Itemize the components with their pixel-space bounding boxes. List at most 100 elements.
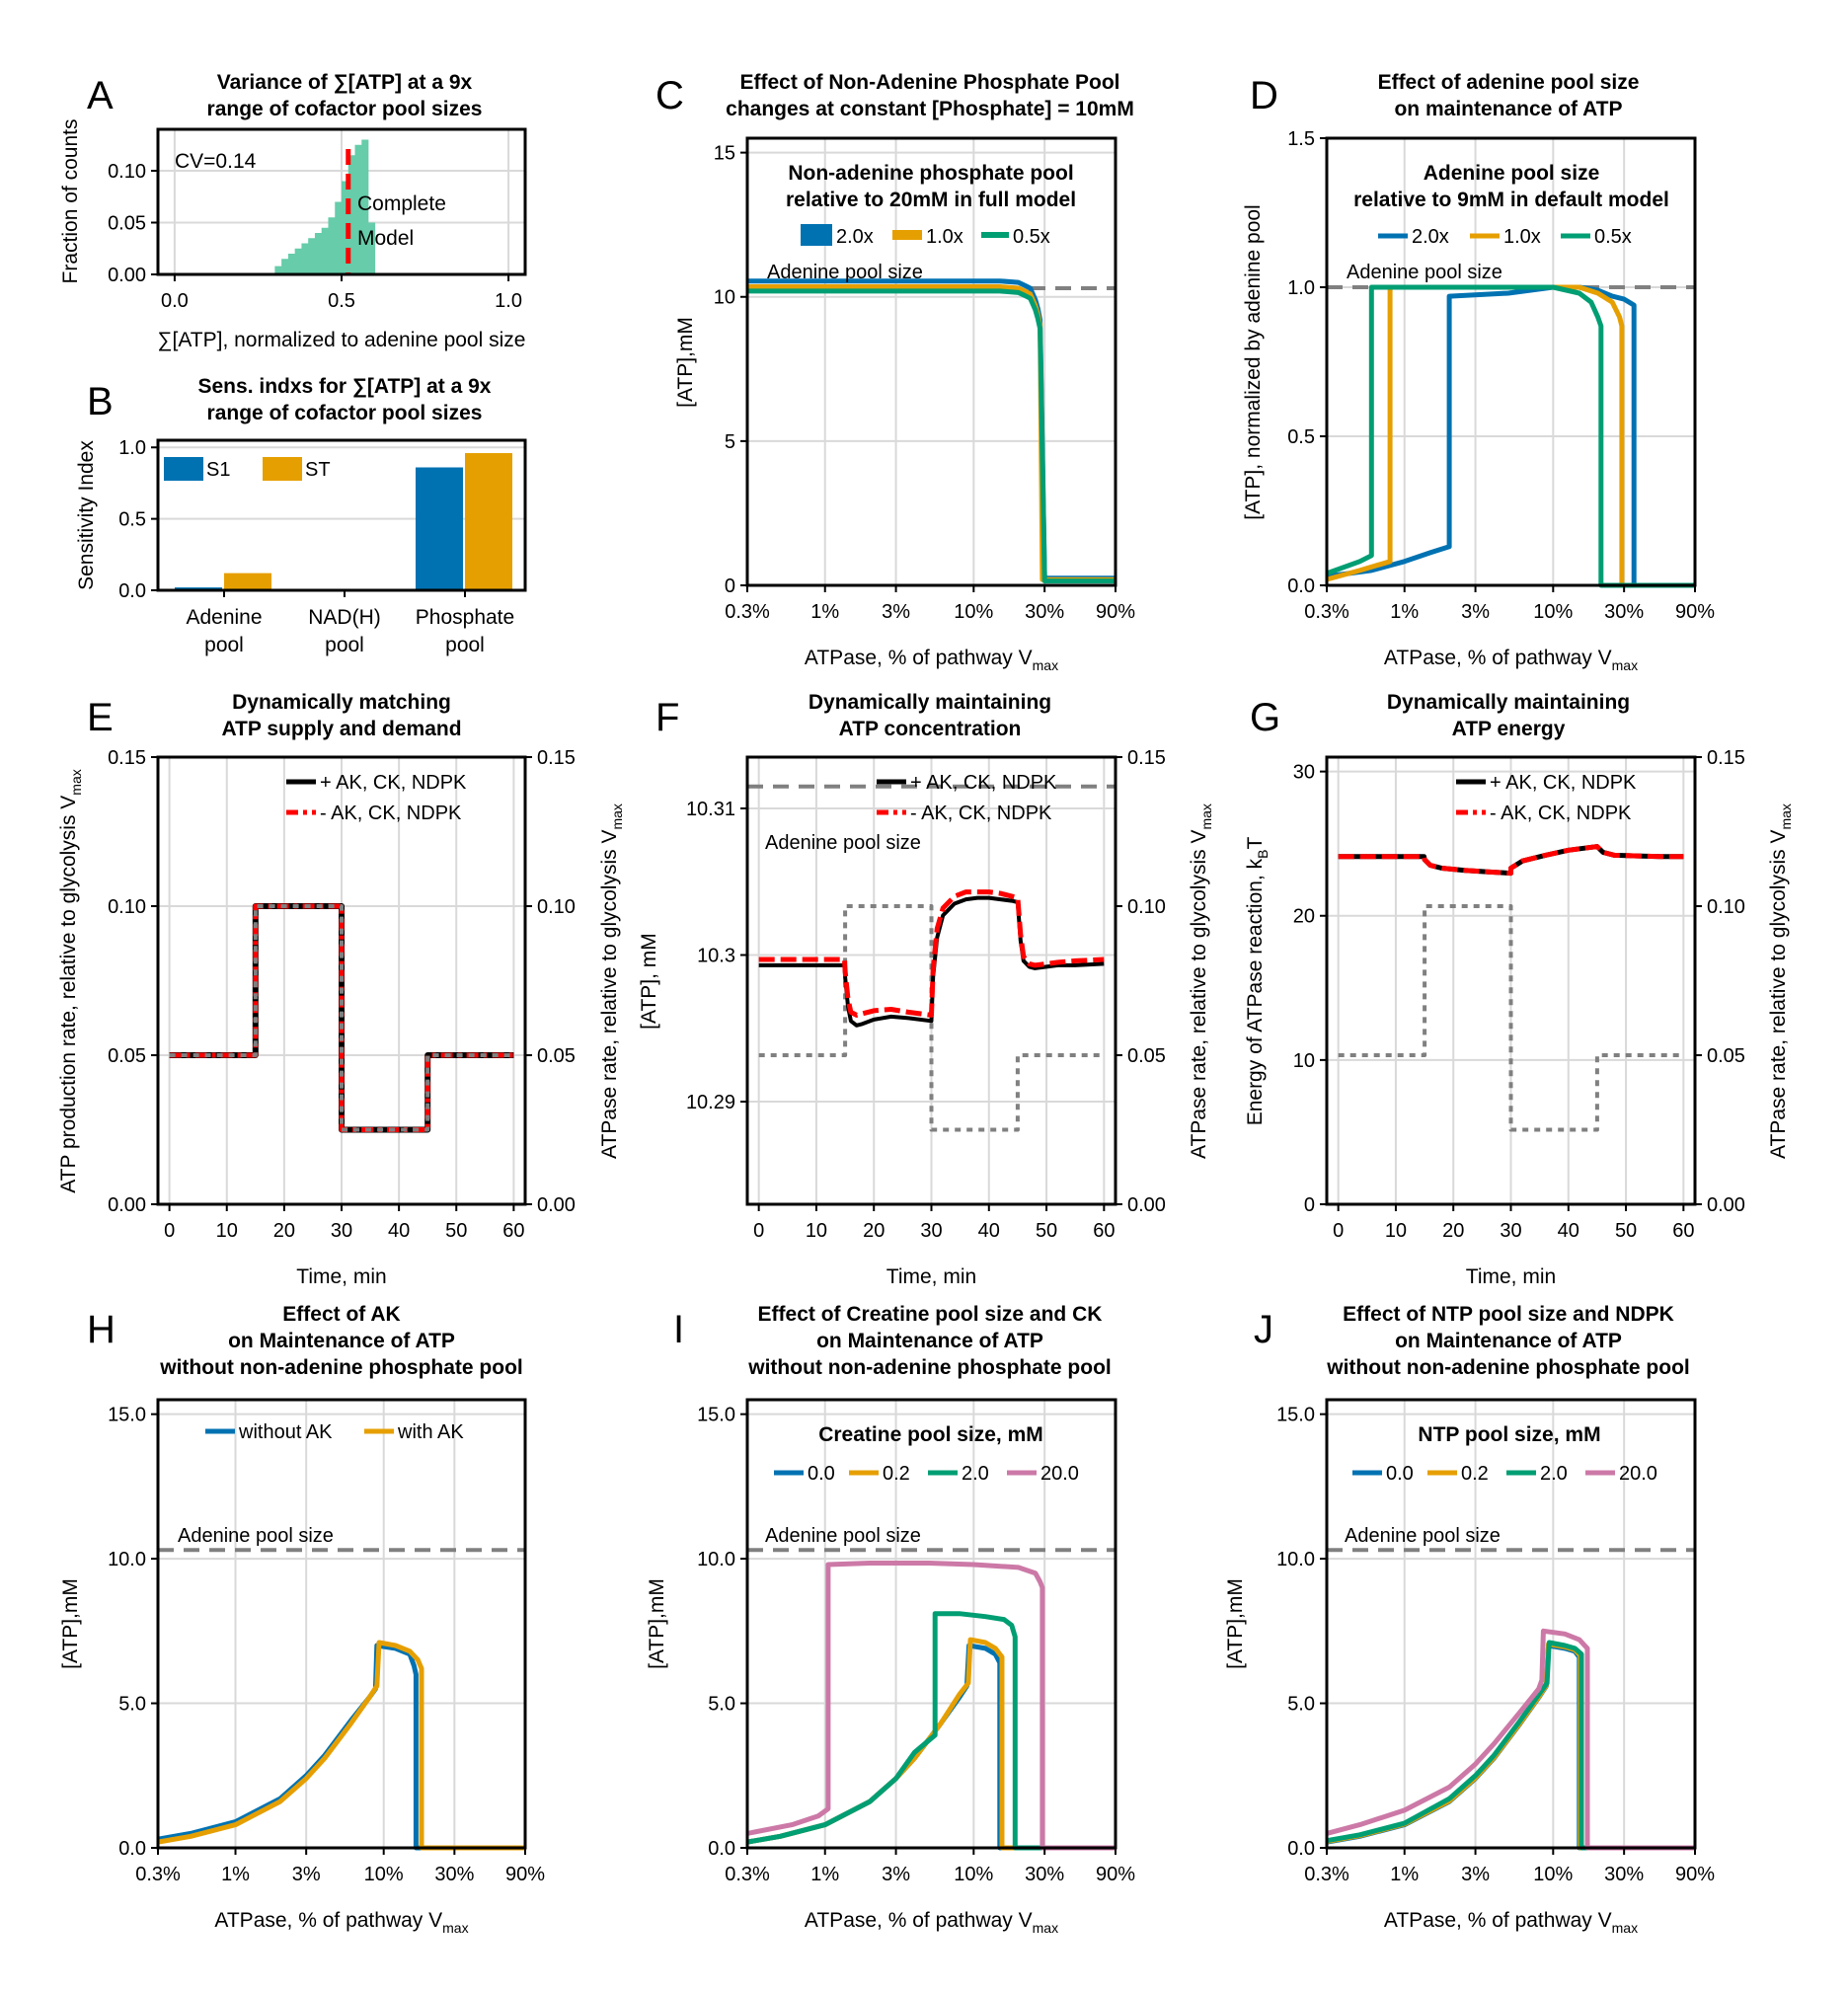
y-axis-label-text: [ATP],mM xyxy=(1224,1578,1247,1669)
x-tick-label: 3% xyxy=(882,601,910,623)
x-tick-label: 30% xyxy=(1604,601,1644,623)
legend-label: 20.0 xyxy=(1619,1463,1657,1485)
panel-title: Dynamically matching xyxy=(232,691,451,714)
y-axis-label: [ATP],mM xyxy=(59,1578,82,1669)
panel-G: 0 10 20 30 40 50 60 0 10 20 30 0.00 0.05 0.10 0.15 Time… xyxy=(1244,691,1794,1288)
legend-label: 0.0 xyxy=(1386,1463,1414,1485)
y-axis-label: [ATP], mM xyxy=(638,933,660,1030)
x-tick-label: 0 xyxy=(1333,1220,1344,1242)
category-label: Phosphate xyxy=(416,606,514,629)
x-tick-label: 10 xyxy=(806,1220,827,1242)
legend-title: relative to 9mM in default model xyxy=(1353,189,1669,211)
x-tick-label: 90% xyxy=(1675,601,1715,623)
y-tick-label: 15.0 xyxy=(697,1405,735,1426)
x-axis-label: ∑[ATP], normalized to adenine pool size xyxy=(158,329,526,351)
panel-label: D xyxy=(1250,74,1278,117)
y2-tick-label: 0.15 xyxy=(537,747,576,769)
series-line-with-enzymes xyxy=(758,895,1105,1028)
y-axis-label-text: [ATP],mM xyxy=(646,1578,668,1669)
y2-tick-label: 0.10 xyxy=(1127,896,1166,918)
y-tick-label: 10.0 xyxy=(697,1549,735,1570)
y-tick-label: 0.0 xyxy=(1287,575,1315,597)
legend-label: 2.0x xyxy=(1412,226,1449,248)
x-tick-label: 30% xyxy=(1025,601,1064,623)
plot-frame xyxy=(1325,1398,1697,1850)
hist-bar xyxy=(287,254,295,274)
x-tick-label: 50 xyxy=(1036,1220,1057,1242)
x-tick-label: 0.3% xyxy=(1304,1864,1349,1885)
panel-title: Effect of AK xyxy=(282,1303,400,1326)
y-axis-label: [ATP],mM xyxy=(1224,1578,1247,1669)
y2-tick-label: 0.05 xyxy=(537,1045,576,1067)
y-axis-label-text: Fraction of counts xyxy=(59,119,82,284)
hist-bar xyxy=(301,243,309,274)
legend-label: + AK, CK, NDPK xyxy=(910,772,1057,794)
y-axis-label-sub: max xyxy=(68,769,84,795)
series-line-0 xyxy=(157,1643,525,1851)
y2-tick-label: 0.00 xyxy=(1127,1194,1166,1216)
x-tick-label: 90% xyxy=(1096,601,1135,623)
x-tick-label: 0 xyxy=(164,1220,175,1242)
y-tick-label: 15.0 xyxy=(108,1405,146,1426)
panel-title: ATP concentration xyxy=(839,718,1022,740)
x-tick-label: 40 xyxy=(1558,1220,1579,1242)
legend-label: 2.0 xyxy=(1540,1463,1568,1485)
x-tick-label: 10% xyxy=(1533,1864,1573,1885)
y-tick-label: 0.0 xyxy=(118,580,146,602)
x-axis-label: ATPase, % of pathway Vmax xyxy=(1384,1909,1638,1936)
panel-title: on Maintenance of ATP xyxy=(816,1330,1043,1352)
x-tick-label: 90% xyxy=(1675,1864,1715,1885)
hist-bar xyxy=(361,139,369,274)
y2-tick-label: 0.00 xyxy=(537,1194,576,1216)
category-label: pool xyxy=(325,634,364,656)
legend-label: 0.0 xyxy=(808,1463,835,1485)
panel-I: 0.3% 1% 3% 10% 30% 90% 0.0 5.0 10.0 15.0 ATPase, %… xyxy=(646,1303,1135,1936)
y-tick-label: 10 xyxy=(714,287,735,309)
legend-title: NTP pool size, mM xyxy=(1418,1423,1600,1446)
y-tick-label: 5 xyxy=(725,431,735,453)
panel-title: on Maintenance of ATP xyxy=(228,1330,455,1352)
x-tick-label: 30 xyxy=(1500,1220,1521,1242)
panel-title: ATP energy xyxy=(1452,718,1566,740)
y-tick-label: 0 xyxy=(725,575,735,597)
y-tick-label: 0.0 xyxy=(1287,1838,1315,1860)
hist-bar xyxy=(354,144,362,274)
x-tick-label: 3% xyxy=(1461,601,1490,623)
panel-J: 0.3% 1% 3% 10% 30% 90% 0.0 5.0 10.0 15.0 ATPase, %… xyxy=(1224,1303,1715,1936)
category-label: Adenine xyxy=(186,606,262,629)
panel-label: I xyxy=(673,1308,684,1351)
legend-label: 0.2 xyxy=(883,1463,910,1485)
y-tick-label: 5.0 xyxy=(118,1694,146,1716)
hist-bar xyxy=(321,227,329,274)
panel-title: Effect of adenine pool size xyxy=(1378,71,1640,94)
x-axis-label-sub: max xyxy=(1033,657,1058,673)
legend-label: without AK xyxy=(238,1421,333,1443)
cv-text: CV=0.14 xyxy=(175,150,257,173)
y2-tick-label: 0.10 xyxy=(537,896,576,918)
x-tick-label: 30% xyxy=(1025,1864,1064,1885)
hist-bar xyxy=(294,248,302,274)
x-axis-label: Time, min xyxy=(296,1265,386,1288)
x-tick-label: 3% xyxy=(882,1864,910,1885)
legend-label: 0.5x xyxy=(1013,226,1050,248)
x-axis-label-sub: max xyxy=(1033,1920,1058,1936)
series-line-2 xyxy=(1326,284,1695,588)
y-axis-label: Sensitivity Index xyxy=(75,440,98,590)
x-tick-label: 40 xyxy=(978,1220,1000,1242)
y-tick-label: 0.05 xyxy=(108,1045,146,1067)
panel-label: C xyxy=(655,74,684,117)
series-line-without-enzymes xyxy=(1338,844,1684,877)
legend-label: ST xyxy=(305,459,331,481)
y-tick-label: 0.5 xyxy=(118,509,146,531)
x-tick-label: 0.0 xyxy=(161,290,189,312)
x-axis-label-text: ATPase, % of pathway V xyxy=(214,1909,442,1932)
y-tick-label: 0.05 xyxy=(108,213,146,235)
y-tick-label: 10.3 xyxy=(697,946,735,967)
series-line-3 xyxy=(746,1561,1116,1851)
panel-label: G xyxy=(1250,696,1280,739)
legend-label: - AK, CK, NDPK xyxy=(320,803,462,824)
x-tick-label: 60 xyxy=(1093,1220,1115,1242)
panel-label: B xyxy=(87,380,114,423)
hist-bar xyxy=(347,155,355,274)
x-tick-label: 0.5 xyxy=(328,290,355,312)
